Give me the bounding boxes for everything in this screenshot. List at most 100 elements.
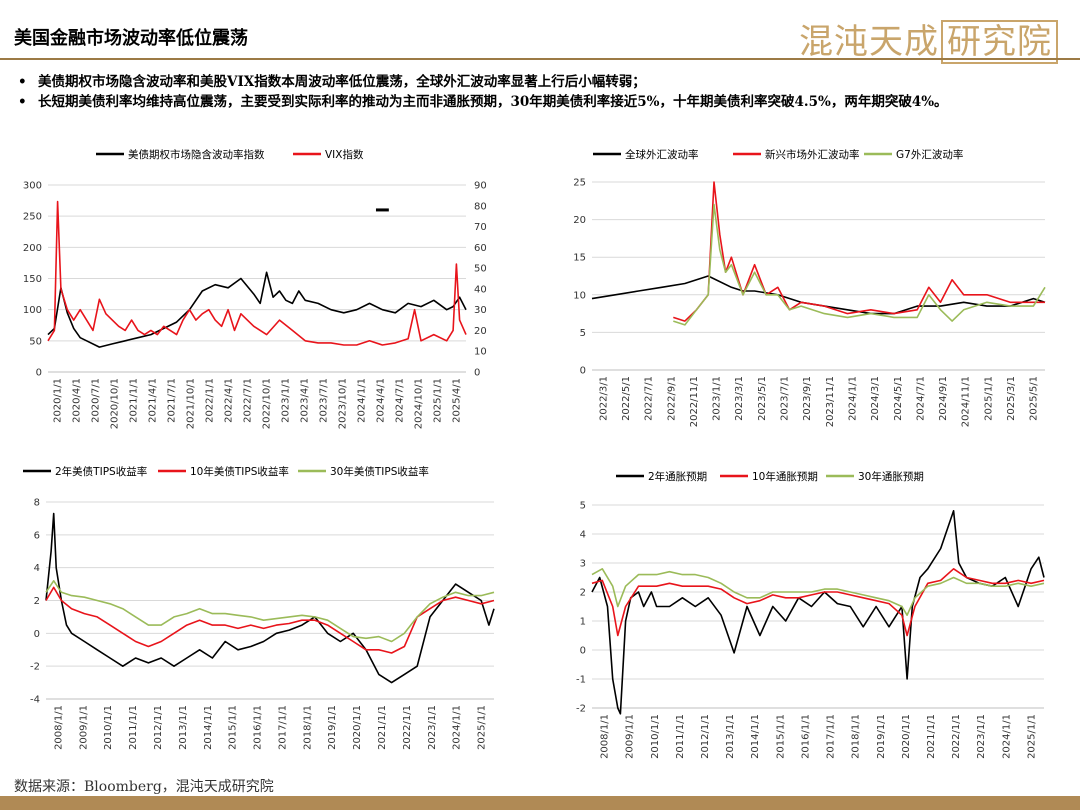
x-tick-label: 2025/5/1: [1029, 376, 1040, 421]
y-tick-label: 2: [580, 588, 586, 599]
x-tick-label: 2021/10/1: [186, 378, 197, 429]
x-tick-label: 2012/1/1: [153, 705, 164, 750]
y-tick-label: 25: [573, 178, 586, 189]
x-tick-label: 2011/1/1: [675, 714, 686, 759]
y-tick-label: -4: [30, 695, 40, 706]
y-tick-label: 0: [580, 646, 586, 657]
bullet-item: 长短期美债利率均维持高位震荡，主要受到实际利率的推动为主而非通胀预期，30年期美…: [14, 92, 1069, 112]
x-tick-label: 2021/1/1: [377, 705, 388, 750]
x-tick-label: 2022/5/1: [621, 376, 632, 421]
x-tick-label: 2022/1/1: [402, 705, 413, 750]
x-tick-label: 2024/9/1: [938, 376, 949, 421]
x-tick-label: 2025/4/1: [452, 378, 463, 423]
y-tick-label: -1: [576, 675, 586, 686]
y-tick-label: 100: [23, 305, 42, 316]
x-tick-label: 2010/1/1: [103, 705, 114, 750]
x-tick-label: 2017/1/1: [826, 714, 837, 759]
x-tick-label: 2020/1/1: [53, 378, 64, 423]
y-tick-label: 50: [29, 336, 42, 347]
x-tick-label: 2013/1/1: [178, 705, 189, 750]
series-line: [45, 580, 495, 643]
x-tick-label: 2024/1/1: [847, 376, 858, 421]
x-tick-label: 2023/3/1: [734, 376, 745, 421]
x-tick-label: 2008/1/1: [53, 705, 64, 750]
y-tick-label: 200: [23, 243, 42, 254]
y-tick-label: 20: [573, 215, 586, 226]
x-tick-label: 2019/1/1: [876, 714, 887, 759]
series-line: [47, 271, 467, 348]
x-tick-label: 2019/1/1: [327, 705, 338, 750]
x-tick-label: 2024/11/1: [961, 376, 972, 427]
x-tick-label: 2009/1/1: [625, 714, 636, 759]
logo-text: 混沌天成: [799, 22, 939, 62]
x-tick-label: 2024/3/1: [870, 376, 881, 421]
x-tick-label: 2023/1/1: [976, 714, 987, 759]
y-tick-label: 2: [34, 596, 40, 607]
y2-tick-label: 70: [474, 222, 487, 233]
x-tick-label: 2016/1/1: [800, 714, 811, 759]
title-divider: [0, 58, 1080, 60]
vol-chart: 0 50 100 150 200 250 300 0 10 20 30 40 50 60 70 80 90 202…: [23, 148, 487, 429]
y-tick-label: 4: [34, 563, 40, 574]
y-tick-label: 8: [34, 498, 40, 509]
fx-vol-chart: 0 5 10 15 20 25 2022/3/1 2022/5/1 2022/7/1 2022/9…: [573, 148, 1046, 427]
legend-label: 2年美债TIPS收益率: [55, 465, 147, 478]
x-tick-label: 2022/7/1: [644, 376, 655, 421]
y2-tick-label: 20: [474, 326, 487, 337]
x-tick-label: 2009/1/1: [78, 705, 89, 750]
y-tick-label: 5: [580, 328, 586, 339]
page-title: 美国金融市场波动率低位震荡: [14, 28, 248, 49]
y-tick-label: 5: [580, 501, 586, 512]
y2-tick-label: 30: [474, 305, 487, 316]
series-line: [591, 509, 1045, 715]
x-tick-label: 2020/7/1: [91, 378, 102, 423]
bullet-item: 美债期权市场隐含波动率和美股VIX指数本周波动率低位震荡，全球外汇波动率显著上行…: [14, 72, 1069, 92]
x-tick-label: 2017/1/1: [277, 705, 288, 750]
x-tick-label: 2012/1/1: [700, 714, 711, 759]
x-tick-label: 2015/1/1: [775, 714, 786, 759]
y-tick-label: 300: [23, 181, 42, 192]
y2-tick-label: 50: [474, 264, 487, 275]
x-tick-label: 2023/7/1: [780, 376, 791, 421]
legend-label: 10年通胀预期: [752, 470, 818, 483]
x-tick-label: 2020/1/1: [352, 705, 363, 750]
y-tick-label: 0: [34, 629, 40, 640]
y-tick-label: 1: [580, 617, 586, 628]
x-tick-label: 2008/1/1: [600, 714, 611, 759]
x-tick-label: 2018/1/1: [851, 714, 862, 759]
y-tick-label: 15: [573, 253, 586, 264]
series-line: [673, 203, 1046, 326]
y2-tick-label: 90: [474, 181, 487, 192]
y2-tick-label: 0: [474, 368, 480, 379]
x-tick-label: 2024/7/1: [915, 376, 926, 421]
x-tick-label: 2022/1/1: [205, 378, 216, 423]
x-tick-label: 2023/1/1: [427, 705, 438, 750]
x-tick-label: 2014/1/1: [750, 714, 761, 759]
bullet-list: 美债期权市场隐含波动率和美股VIX指数本周波动率低位震荡，全球外汇波动率显著上行…: [14, 72, 1069, 112]
legend-label: 30年通胀预期: [858, 470, 924, 483]
x-tick-label: 2020/1/1: [901, 714, 912, 759]
x-tick-label: 2023/11/1: [825, 376, 836, 427]
y-tick-label: 250: [23, 212, 42, 223]
x-tick-label: 2022/4/1: [224, 378, 235, 423]
x-tick-label: 2021/7/1: [167, 378, 178, 423]
x-tick-label: 2016/1/1: [253, 705, 264, 750]
y2-tick-label: 40: [474, 284, 487, 295]
x-tick-label: 2023/5/1: [757, 376, 768, 421]
x-tick-label: 2023/10/1: [338, 378, 349, 429]
x-tick-label: 2022/9/1: [666, 376, 677, 421]
series-line: [673, 181, 1045, 322]
x-tick-label: 2025/3/1: [1006, 376, 1017, 421]
x-tick-label: 2024/5/1: [893, 376, 904, 421]
x-tick-label: 2013/1/1: [725, 714, 736, 759]
y-tick-label: 3: [580, 559, 586, 570]
x-tick-label: 2018/1/1: [302, 705, 313, 750]
x-tick-label: 2021/1/1: [926, 714, 937, 759]
logo: 混沌天成 研究院: [799, 14, 1058, 64]
series-line: [591, 568, 1045, 616]
x-tick-label: 2021/4/1: [148, 378, 159, 423]
bottom-bar: [0, 796, 1080, 810]
y-tick-label: -2: [576, 704, 586, 715]
x-tick-label: 2020/10/1: [110, 378, 121, 429]
y2-tick-label: 80: [474, 201, 487, 212]
